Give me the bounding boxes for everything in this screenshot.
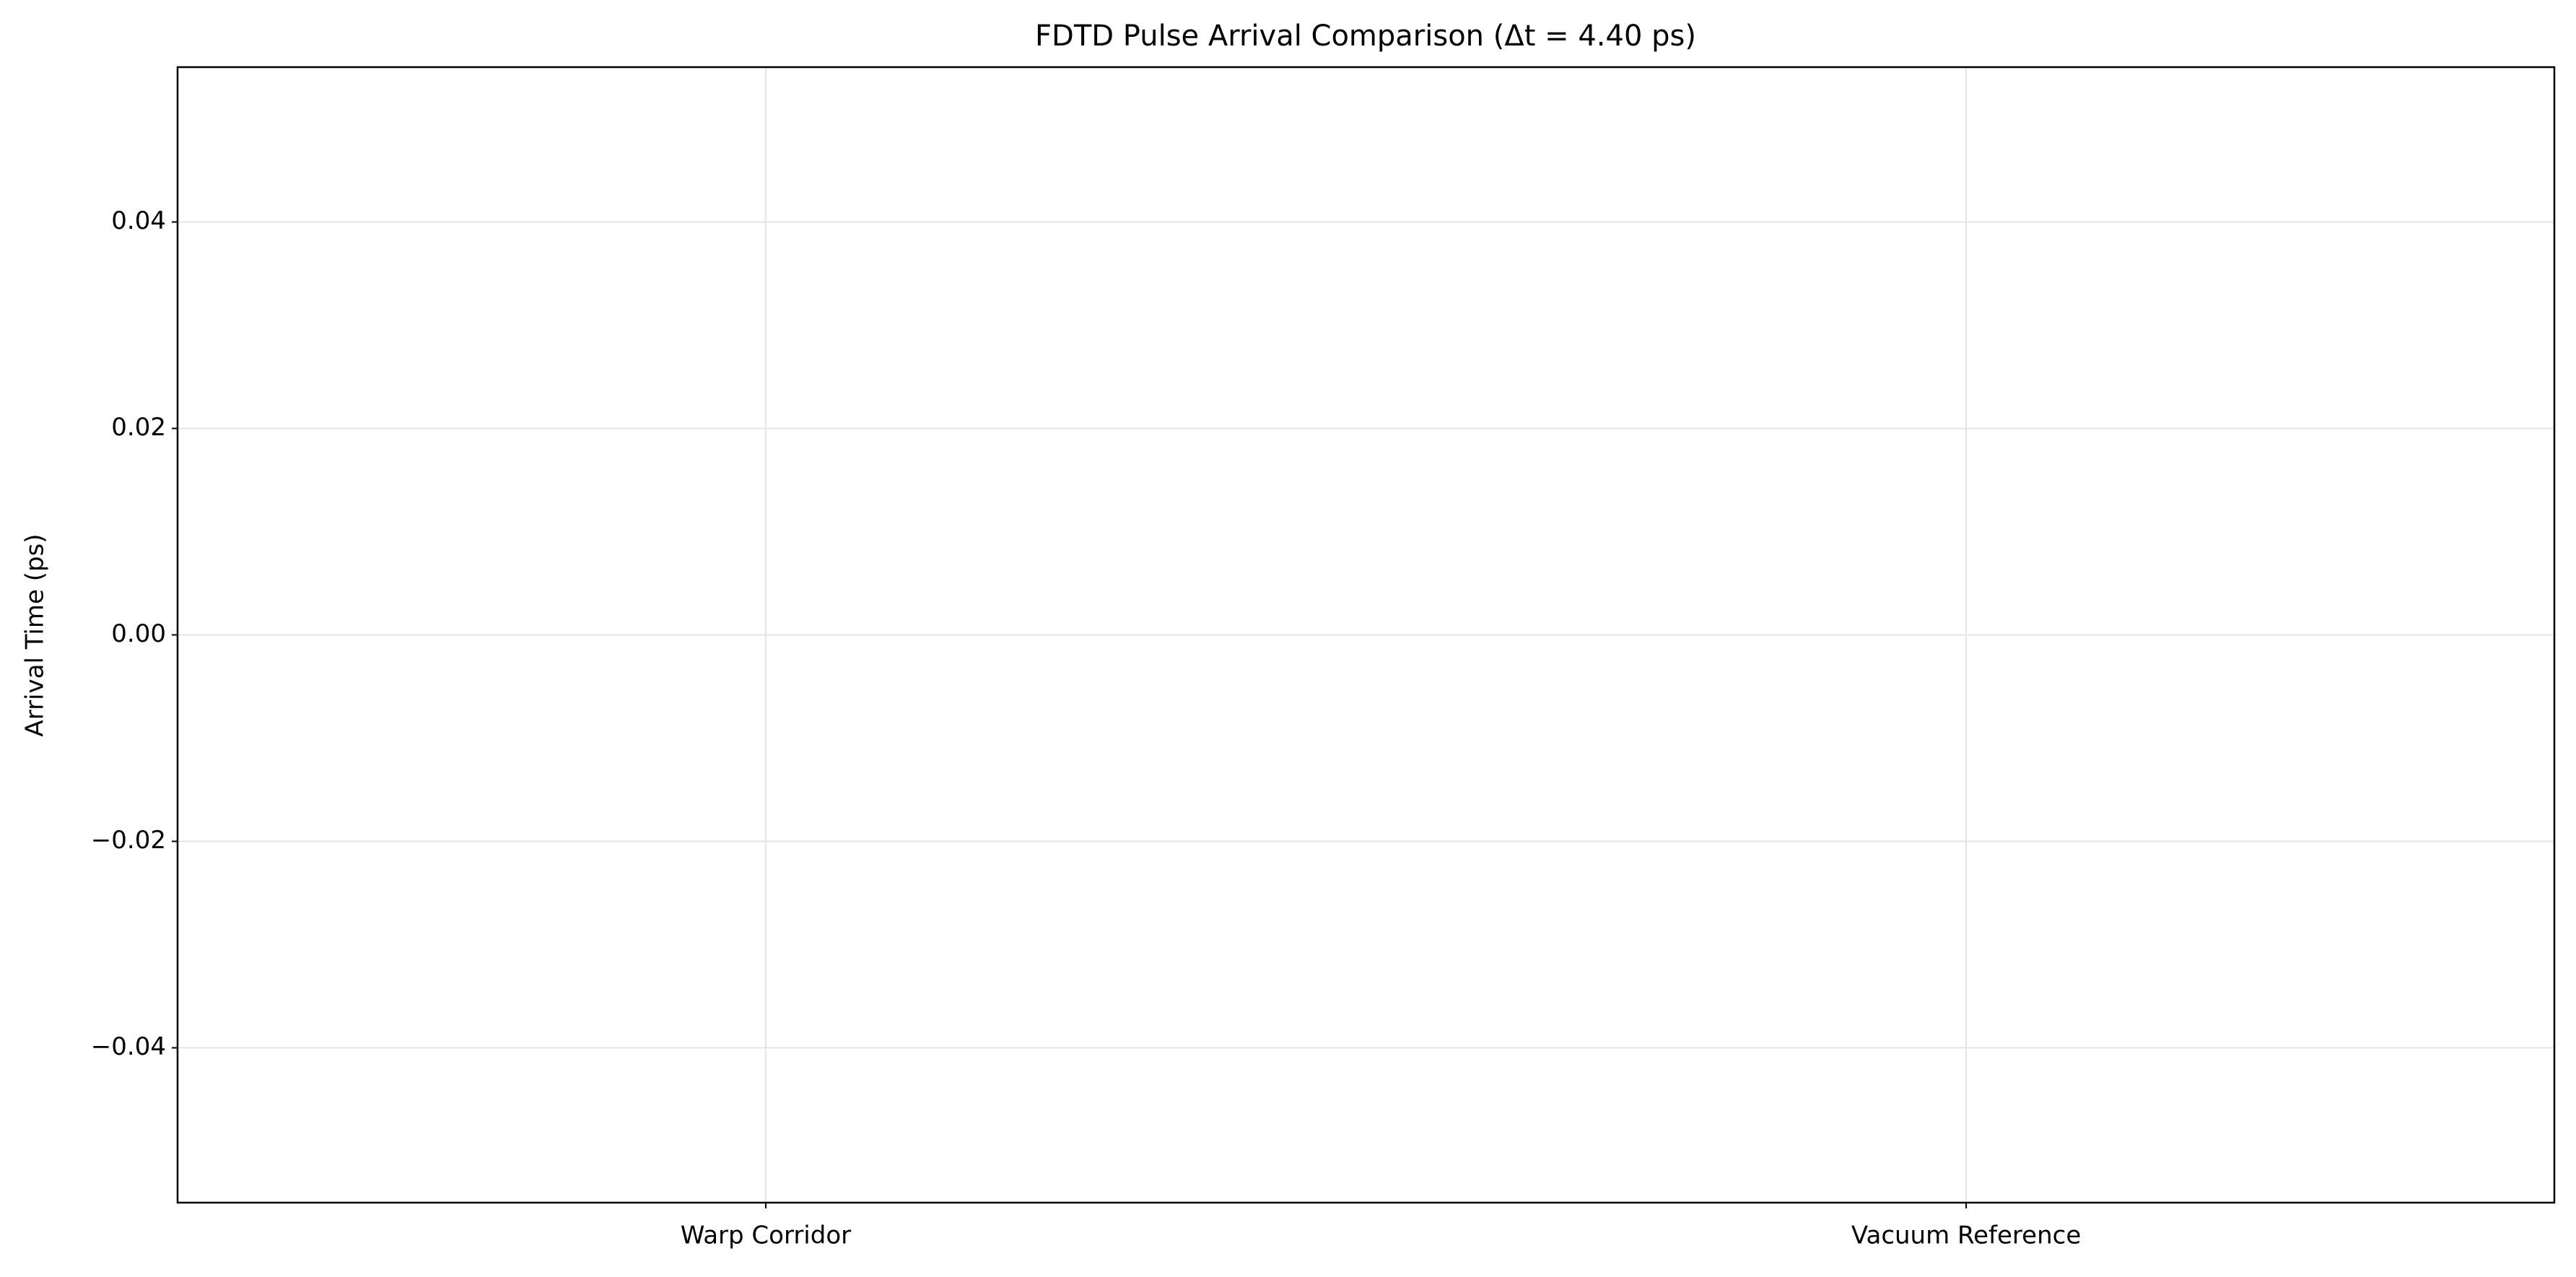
x-tick-label: Vacuum Reference: [1851, 1221, 2081, 1250]
y-tick-label: −0.02: [91, 826, 166, 855]
y-axis-label: Arrival Time (ps): [21, 533, 50, 736]
y-tick-label: 0.02: [111, 413, 166, 442]
x-tick-label: Warp Corridor: [681, 1221, 851, 1250]
y-tick-label: 0.00: [111, 619, 166, 648]
y-tick-label: −0.04: [91, 1032, 166, 1061]
y-tick-label: 0.04: [111, 206, 166, 235]
chart-title: FDTD Pulse Arrival Comparison (Δt = 4.40…: [1035, 19, 1696, 53]
axes-frame: [176, 66, 2556, 1204]
